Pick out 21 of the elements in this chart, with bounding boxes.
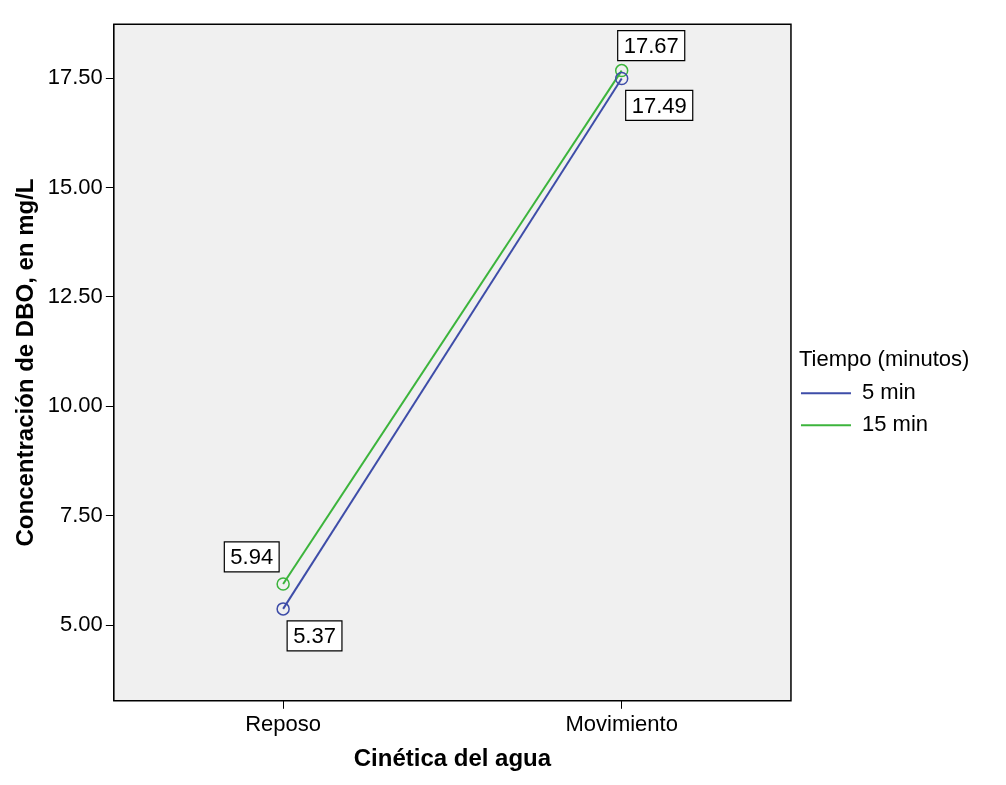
y-tick-label: 10.00: [47, 392, 103, 418]
y-tick-label: 5.00: [60, 611, 103, 637]
y-tick-label: 12.50: [47, 282, 103, 308]
point: [276, 602, 290, 616]
legend-label: 5 min: [861, 379, 916, 405]
data-label: 5.37: [293, 622, 336, 648]
x-tick-label: Movimiento: [565, 711, 678, 737]
data-label: 17.67: [623, 32, 679, 58]
y-tick-label: 7.50: [60, 501, 103, 527]
y-tick-label: 17.50: [47, 64, 103, 90]
point: [276, 577, 290, 591]
point: [614, 63, 629, 78]
y-axis-title: Concentración de DBO, en mg/L: [11, 178, 39, 547]
x-axis-title: Cinética del agua: [353, 744, 552, 772]
legend-title: Tiempo (minutos): [798, 346, 970, 372]
data-label: 17.49: [631, 92, 687, 118]
data-label: 5.94: [230, 544, 274, 570]
point: [614, 71, 629, 86]
x-tick-label: Reposo: [245, 711, 322, 737]
legend-label: 15 min: [861, 411, 929, 437]
y-tick-label: 15.00: [47, 173, 103, 199]
